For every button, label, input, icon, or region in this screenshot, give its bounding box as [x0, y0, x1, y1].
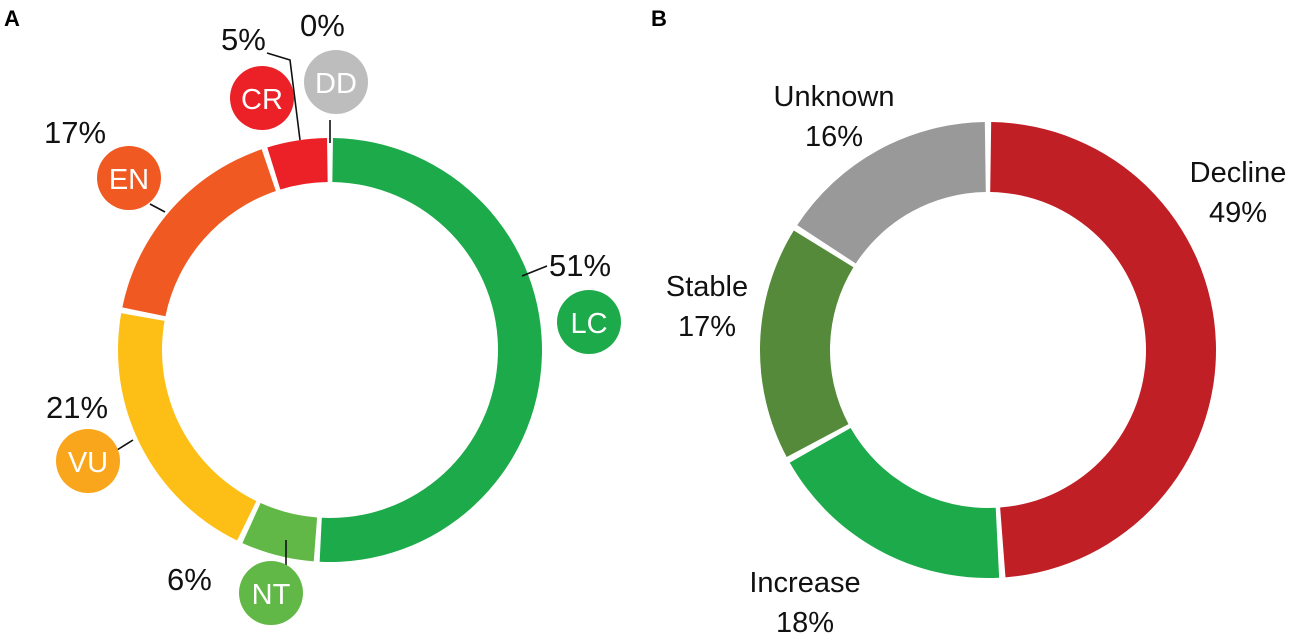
donut-b: Decline 49% Increase 18% Stable 17% Unkn… [666, 81, 1286, 639]
badge-dd-text: DD [315, 68, 357, 100]
badge-lc: LC [557, 290, 621, 354]
donut-a-slice-lc [319, 138, 542, 562]
badge-lc-text: LC [570, 308, 607, 340]
label-unknown-name: Unknown [774, 81, 895, 113]
badge-dd: DD [304, 50, 368, 114]
label-stable-name: Stable [666, 271, 748, 303]
donut-a: LC NT VU EN CR DD 51% 6% 21% 17% 5% 0% [44, 8, 621, 625]
label-decline-name: Decline [1190, 157, 1287, 189]
badge-nt-text: NT [252, 579, 291, 611]
badge-vu-text: VU [68, 447, 108, 479]
donut-b-slice-increase [789, 428, 1000, 578]
badge-en-text: EN [109, 164, 149, 196]
donut-b-slice-decline [990, 122, 1216, 578]
pct-lc: 51% [549, 248, 611, 283]
donut-a-slice-vu [117, 313, 257, 541]
badge-lc-circle [557, 290, 621, 354]
label-stable-pct: 17% [678, 311, 736, 343]
leader-en [149, 203, 166, 213]
pct-dd: 0% [300, 8, 345, 43]
badge-en: EN [97, 146, 161, 210]
donut-a-leaders [116, 52, 548, 565]
donut-b-slice-stable [760, 230, 854, 458]
badge-cr-text: CR [241, 84, 283, 116]
pct-vu: 21% [46, 390, 108, 425]
donut-a-slices [117, 138, 542, 562]
label-increase-pct: 18% [776, 607, 834, 639]
pct-nt: 6% [167, 562, 212, 597]
badge-en-circle [97, 146, 161, 210]
panel-b-letter: B [651, 6, 667, 31]
label-decline-pct: 49% [1209, 197, 1267, 229]
donut-b-slice-unknown [797, 122, 986, 264]
donut-a-slice-en [122, 149, 276, 317]
badge-nt-circle [239, 561, 303, 625]
badge-dd-circle [304, 50, 368, 114]
pct-en: 17% [44, 115, 106, 150]
panel-a-letter: A [4, 6, 20, 31]
leader-lc [521, 265, 548, 277]
donut-b-slices [760, 122, 1216, 578]
badge-vu-circle [56, 429, 120, 493]
badge-cr: CR [230, 66, 294, 130]
leader-vu [116, 439, 134, 451]
badge-cr-circle [230, 66, 294, 130]
donut-a-slice-nt [242, 502, 318, 562]
label-increase-name: Increase [749, 567, 860, 599]
label-unknown-pct: 16% [805, 121, 863, 153]
pct-cr: 5% [221, 22, 266, 57]
badge-nt: NT [239, 561, 303, 625]
donut-a-slice-cr [267, 138, 328, 190]
leader-cr [266, 52, 301, 141]
badge-vu: VU [56, 429, 120, 493]
